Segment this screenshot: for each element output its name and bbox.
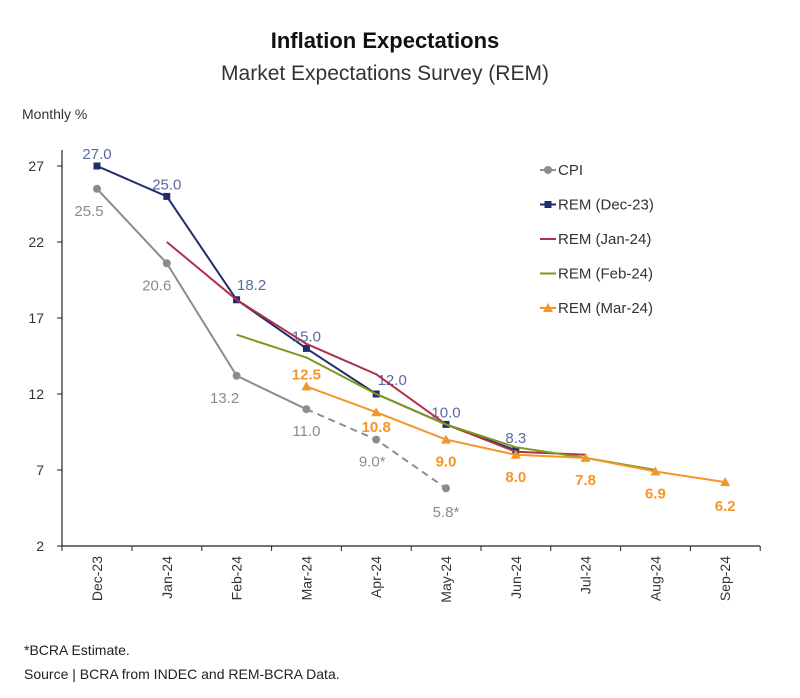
data-label: 15.0 [292, 328, 321, 345]
x-tick-label: Jan-24 [159, 556, 175, 599]
legend-label: REM (Feb-24) [558, 266, 653, 283]
data-point [544, 166, 552, 174]
data-point [580, 452, 591, 462]
data-label: 25.5 [74, 203, 103, 220]
x-tick-label: Feb-24 [229, 556, 245, 601]
data-label: 6.2 [715, 498, 736, 515]
data-point [510, 449, 521, 459]
data-label: 8.0 [505, 469, 526, 486]
chart-subtitle: Market Expectations Survey (REM) [221, 62, 549, 85]
data-point [650, 466, 661, 476]
x-tick-label: Jul-24 [578, 556, 594, 594]
data-point [162, 259, 171, 268]
legend-label: CPI [558, 162, 583, 179]
series-line [96, 188, 307, 411]
x-tick-label: Apr-24 [368, 556, 384, 598]
data-point [441, 434, 451, 444]
y-axis-label: Monthly % [22, 106, 88, 122]
legend-label: REM (Mar-24) [558, 300, 653, 317]
footnote: *BCRA Estimate. [24, 642, 130, 658]
data-label: 10.8 [362, 419, 391, 436]
y-tick-label: 2 [36, 538, 44, 554]
data-point [93, 184, 101, 193]
legend-label: REM (Dec-23) [558, 197, 654, 214]
data-label: 10.0 [431, 404, 460, 421]
data-point [163, 192, 171, 200]
data-point [371, 407, 382, 417]
y-tick-label: 12 [28, 386, 44, 402]
data-label: 7.8 [575, 472, 596, 489]
data-point [442, 484, 450, 493]
data-label: 9.0 [436, 454, 457, 471]
data-point [372, 435, 381, 444]
y-tick-label: 7 [36, 462, 44, 478]
data-point [301, 381, 312, 391]
data-label: 12.0 [378, 372, 407, 389]
series-rem-mar-24-: 12.5 10.8 9.0 8.0 7.8 6.9 6.2 [292, 366, 736, 515]
data-point [544, 201, 552, 208]
legend-item: REM (Dec-23) [540, 197, 654, 214]
data-label: 25.0 [152, 176, 181, 193]
data-point [302, 405, 311, 414]
x-tick-label: May-24 [438, 556, 454, 603]
series-cpi: 25.5 20.6 13.2 11.0 9.0* 5.8* [74, 184, 460, 521]
x-tick-label: Aug-24 [647, 556, 663, 601]
data-label: 27.0 [82, 146, 111, 163]
series-line [236, 333, 656, 471]
data-label: 11.0 [292, 423, 320, 440]
series-rem-feb-24- [236, 333, 656, 471]
data-label: 12.5 [292, 366, 321, 383]
data-label: 13.2 [210, 390, 239, 407]
legend-item: REM (Feb-24) [540, 266, 653, 283]
data-label: 6.9 [645, 486, 666, 503]
chart-title: Inflation Expectations [270, 28, 500, 53]
legend-item: REM (Mar-24) [540, 300, 653, 317]
y-tick-label: 17 [28, 310, 44, 326]
data-label: 9.0* [359, 454, 386, 471]
data-point [302, 344, 310, 352]
x-tick-label: Dec-23 [89, 556, 105, 601]
legend-item: REM (Jan-24) [540, 231, 651, 248]
y-tick-label: 27 [28, 158, 44, 174]
data-label: 5.8* [433, 504, 460, 521]
data-label: 20.6 [142, 277, 171, 294]
data-label: 18.2 [237, 277, 266, 294]
data-point [720, 477, 731, 487]
x-tick-label: Mar-24 [298, 556, 314, 601]
data-label: 8.3 [505, 430, 526, 447]
legend-item: CPI [540, 162, 583, 179]
data-point [232, 371, 241, 380]
data-point [543, 303, 553, 312]
y-tick-label: 22 [28, 234, 44, 250]
x-tick-label: Jun-24 [508, 556, 524, 599]
data-point [93, 162, 101, 170]
legend-label: REM (Jan-24) [558, 231, 651, 248]
x-tick-label: Sep-24 [717, 556, 733, 601]
source-note: Source | BCRA from INDEC and REM-BCRA Da… [24, 666, 340, 682]
